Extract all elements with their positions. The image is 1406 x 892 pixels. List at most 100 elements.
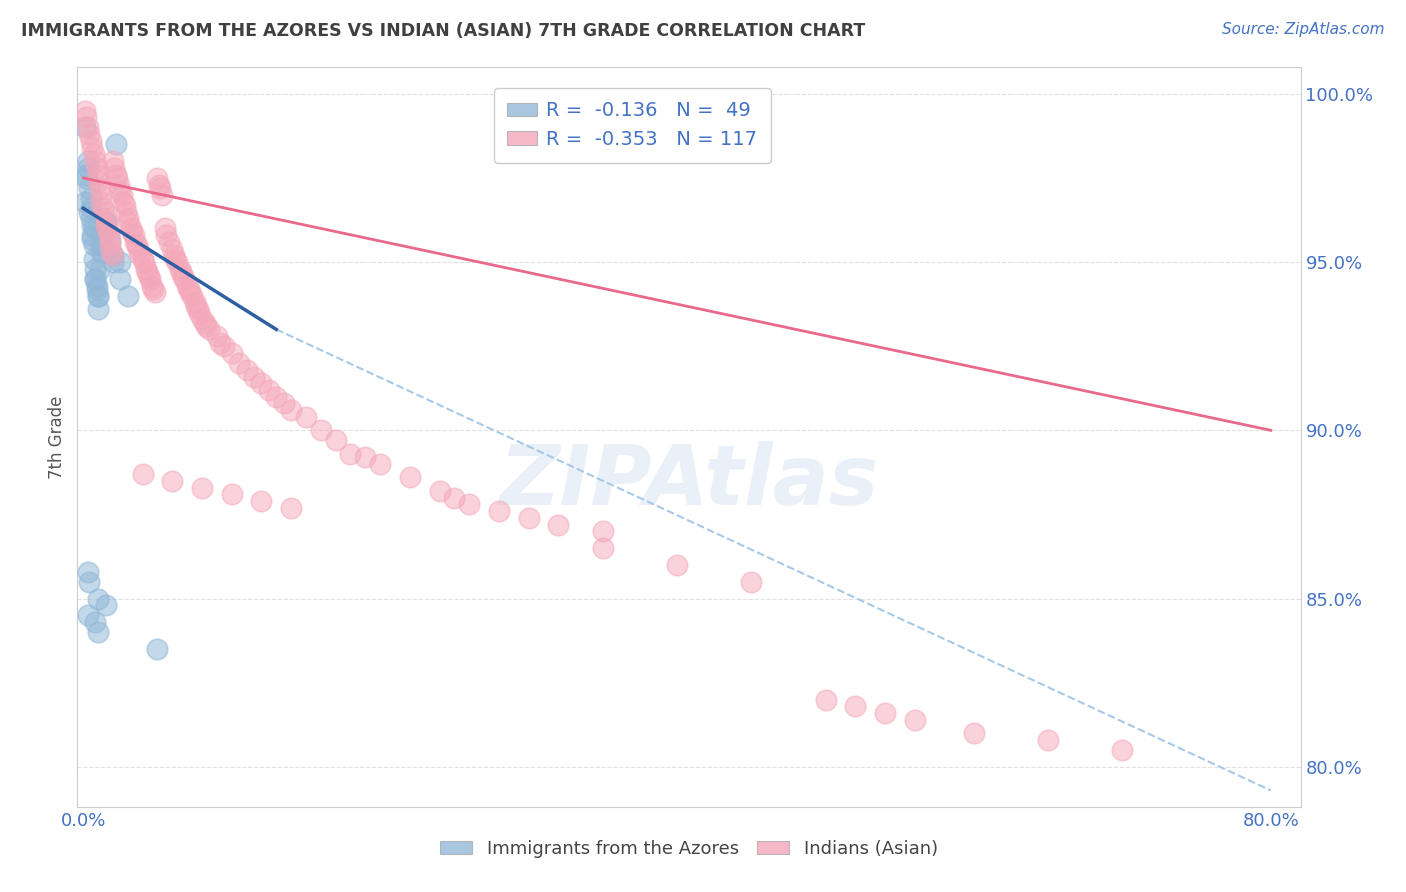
Point: [153, 221, 176, 235]
Point: [87, 591, 110, 606]
Point: [963, 726, 986, 740]
Point: [183, 295, 205, 310]
Point: [76, 565, 98, 579]
Point: [110, 272, 132, 286]
Point: [94, 215, 117, 229]
Point: [443, 491, 465, 505]
Point: [179, 285, 201, 300]
Point: [93, 204, 115, 219]
Point: [148, 178, 170, 192]
Point: [280, 500, 302, 515]
Point: [94, 215, 117, 229]
Point: [114, 198, 136, 212]
Point: [82, 218, 104, 232]
Point: [547, 517, 569, 532]
Point: [150, 187, 173, 202]
Point: [666, 558, 689, 572]
Point: [280, 403, 302, 417]
Point: [125, 238, 148, 252]
Point: [903, 713, 925, 727]
Point: [188, 305, 211, 319]
Point: [84, 154, 107, 169]
Point: [131, 467, 153, 482]
Point: [136, 265, 159, 279]
Point: [82, 141, 104, 155]
Point: [101, 154, 124, 169]
Point: [83, 238, 105, 252]
Point: [173, 272, 195, 286]
Point: [143, 285, 166, 300]
Point: [91, 228, 114, 243]
Point: [94, 221, 117, 235]
Point: [121, 225, 143, 239]
Point: [128, 248, 150, 262]
Point: [214, 339, 236, 353]
Point: [87, 302, 110, 317]
Point: [91, 201, 114, 215]
Point: [73, 103, 96, 118]
Point: [844, 699, 866, 714]
Point: [83, 221, 105, 235]
Point: [101, 248, 124, 262]
Point: [76, 608, 98, 623]
Point: [146, 642, 169, 657]
Point: [162, 242, 184, 256]
Point: [1111, 743, 1133, 757]
Point: [198, 322, 221, 336]
Point: [100, 245, 122, 260]
Point: [75, 111, 97, 125]
Point: [82, 231, 104, 245]
Point: [80, 134, 103, 148]
Point: [83, 147, 105, 161]
Point: [94, 599, 117, 613]
Point: [250, 494, 273, 508]
Point: [155, 228, 177, 243]
Point: [117, 289, 139, 303]
Point: [82, 228, 104, 243]
Y-axis label: 7th Grade: 7th Grade: [48, 395, 66, 479]
Point: [73, 120, 96, 135]
Point: [177, 282, 200, 296]
Point: [90, 245, 112, 260]
Point: [139, 272, 162, 286]
Point: [458, 497, 481, 511]
Point: [90, 238, 112, 252]
Point: [76, 161, 98, 175]
Point: [309, 423, 332, 437]
Point: [117, 211, 139, 226]
Point: [873, 706, 896, 720]
Point: [89, 261, 111, 276]
Point: [117, 215, 139, 229]
Point: [120, 221, 142, 235]
Point: [162, 474, 184, 488]
Point: [273, 396, 295, 410]
Point: [90, 187, 112, 202]
Point: [75, 168, 97, 182]
Point: [165, 252, 187, 266]
Point: [194, 316, 217, 330]
Point: [98, 235, 121, 249]
Point: [90, 228, 112, 243]
Text: IMMIGRANTS FROM THE AZORES VS INDIAN (ASIAN) 7TH GRADE CORRELATION CHART: IMMIGRANTS FROM THE AZORES VS INDIAN (AS…: [21, 22, 865, 40]
Point: [325, 434, 347, 448]
Point: [76, 154, 98, 169]
Point: [187, 302, 209, 317]
Point: [76, 120, 98, 135]
Point: [98, 231, 121, 245]
Point: [83, 252, 105, 266]
Point: [96, 221, 118, 235]
Point: [87, 289, 110, 303]
Point: [243, 369, 266, 384]
Point: [104, 137, 127, 152]
Point: [124, 235, 146, 249]
Point: [94, 218, 117, 232]
Point: [87, 289, 110, 303]
Point: [98, 238, 121, 252]
Point: [138, 268, 160, 283]
Point: [592, 524, 614, 539]
Point: [91, 245, 114, 260]
Point: [166, 255, 188, 269]
Point: [180, 289, 202, 303]
Point: [172, 268, 194, 283]
Point: [84, 261, 107, 276]
